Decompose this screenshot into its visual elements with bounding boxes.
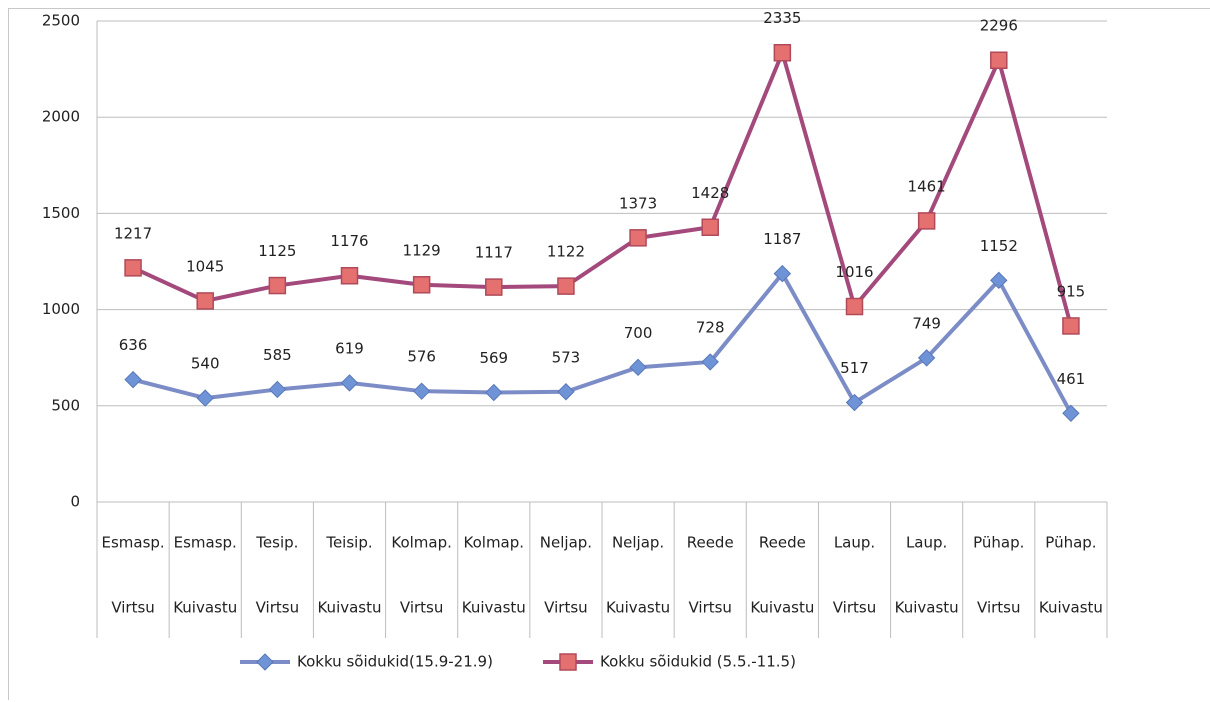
data-point <box>268 380 287 399</box>
data-point <box>701 218 719 237</box>
series-line <box>132 50 1073 327</box>
data-point <box>917 212 936 230</box>
x-tick-label: Kuivastu <box>317 599 381 617</box>
x-tick-label: Virtsu <box>833 599 876 617</box>
data-point <box>196 292 214 310</box>
data-point <box>124 370 142 389</box>
x-tick-label: Reede <box>759 534 806 552</box>
data-point <box>340 374 359 392</box>
series-line <box>132 271 1073 415</box>
chart-border <box>8 8 1210 700</box>
data-label: 540 <box>191 355 220 373</box>
data-point <box>990 51 1008 69</box>
data-point <box>917 349 936 367</box>
data-label: 1129 <box>403 241 441 259</box>
x-tick-label: Kuivastu <box>173 599 237 617</box>
data-label: 1117 <box>475 244 513 262</box>
data-label: 461 <box>1057 370 1086 388</box>
x-tick-label: Neljap. <box>612 534 664 552</box>
x-tick-label: Virtsu <box>256 599 299 617</box>
legend-label: Kokku sõidukid(15.9-21.9) <box>297 653 493 671</box>
data-point <box>773 43 792 62</box>
x-tick-label: Esmasp. <box>101 534 164 552</box>
x-tick-label: Kuivastu <box>606 599 670 617</box>
data-point <box>268 276 287 295</box>
data-point <box>412 276 431 294</box>
data-label: 1122 <box>547 243 585 261</box>
x-tick-label: Kolmap. <box>391 534 452 552</box>
x-tick-label: Neljap. <box>540 534 592 552</box>
data-point <box>701 353 719 371</box>
data-label: 517 <box>840 359 869 377</box>
data-label: 2335 <box>763 9 801 27</box>
data-label: 576 <box>407 348 436 366</box>
data-label: 2296 <box>980 17 1018 35</box>
data-label: 1152 <box>980 237 1018 255</box>
data-label: 728 <box>696 318 725 336</box>
x-tick-label: Reede <box>687 534 734 552</box>
legend-marker <box>559 653 577 671</box>
x-tick-label: Virtsu <box>544 599 587 617</box>
data-point <box>1062 404 1080 423</box>
x-tick-label: Virtsu <box>400 599 443 617</box>
data-label: 1461 <box>908 177 946 195</box>
data-label: 1428 <box>691 184 729 202</box>
y-tick-label: 1500 <box>42 204 80 222</box>
data-label: 1125 <box>258 242 296 260</box>
data-label: 619 <box>335 339 364 357</box>
x-tick-label: Pühap. <box>1045 534 1096 552</box>
x-tick-label: Kuivastu <box>462 599 526 617</box>
data-label: 585 <box>263 346 292 364</box>
data-point <box>773 264 792 283</box>
data-point <box>485 278 503 296</box>
data-label: 1045 <box>186 257 224 275</box>
data-label: 700 <box>624 324 653 342</box>
x-tick-label: Tesip. <box>255 534 298 552</box>
data-label: 1016 <box>835 263 873 281</box>
data-label: 569 <box>479 349 508 367</box>
x-tick-label: Virtsu <box>688 599 731 617</box>
data-point <box>629 358 647 377</box>
x-tick-label: Pühap. <box>973 534 1024 552</box>
x-tick-label: Kuivastu <box>750 599 814 617</box>
data-point <box>990 271 1008 290</box>
data-point <box>412 382 431 400</box>
x-tick-label: Virtsu <box>977 599 1020 617</box>
x-tick-label: Esmasp. <box>174 534 237 552</box>
legend-marker <box>256 653 274 671</box>
x-tick-label: Kolmap. <box>464 534 525 552</box>
y-tick-label: 0 <box>70 493 80 511</box>
y-tick-label: 2500 <box>42 12 80 30</box>
x-tick-label: Laup. <box>906 534 947 552</box>
x-tick-label: Kuivastu <box>895 599 959 617</box>
y-tick-label: 500 <box>51 396 80 414</box>
x-tick-label: Laup. <box>834 534 875 552</box>
data-point <box>124 259 142 277</box>
data-label: 636 <box>119 336 148 354</box>
data-point <box>557 277 575 295</box>
x-tick-label: Teisip. <box>325 534 372 552</box>
data-label: 749 <box>912 314 941 332</box>
y-tick-label: 2000 <box>42 108 80 126</box>
data-point <box>1062 317 1080 335</box>
data-label: 1217 <box>114 224 152 242</box>
data-label: 573 <box>552 348 581 366</box>
y-tick-label: 1000 <box>42 300 80 318</box>
data-point <box>196 389 214 407</box>
data-label: 1373 <box>619 194 657 212</box>
data-point <box>845 297 864 316</box>
data-point <box>629 229 647 247</box>
x-tick-label: Virtsu <box>111 599 154 617</box>
data-label: 1176 <box>330 232 368 250</box>
data-point <box>557 383 575 401</box>
x-tick-label: Kuivastu <box>1039 599 1103 617</box>
legend-label: Kokku sõidukid (5.5.-11.5) <box>600 653 796 671</box>
data-label: 915 <box>1057 282 1086 300</box>
data-point <box>845 393 864 412</box>
data-label: 1187 <box>763 230 801 248</box>
data-point <box>340 266 359 285</box>
data-point <box>485 383 503 402</box>
